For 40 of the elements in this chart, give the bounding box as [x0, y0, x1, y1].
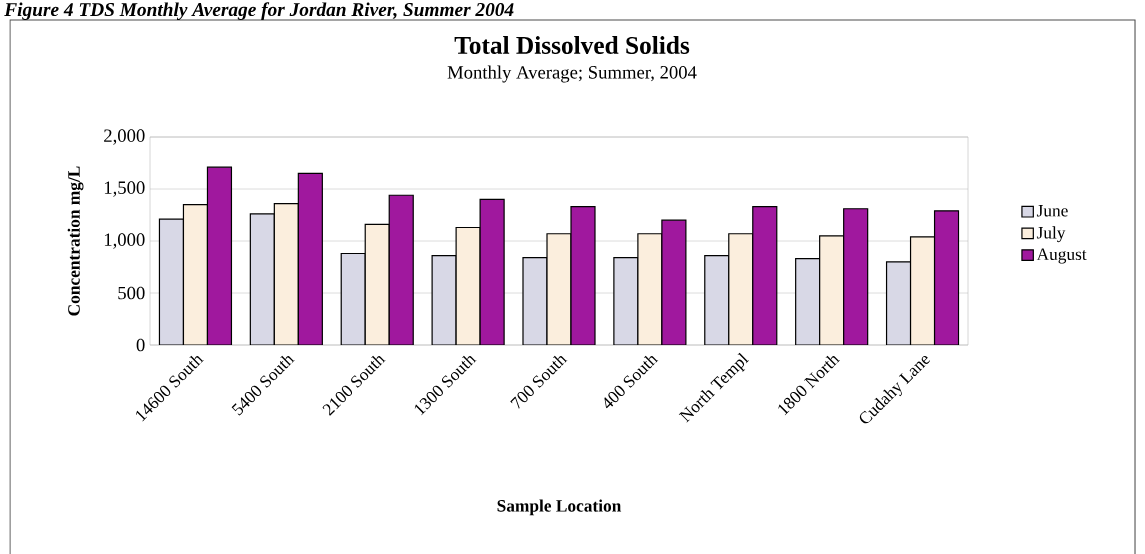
bar	[752, 206, 777, 346]
y-tick-label: 0	[136, 338, 145, 352]
bar	[704, 255, 729, 346]
caption: Figure 4 TDS Monthly Average for Jordan River, Summer 2004	[4, 2, 514, 21]
legend-label: June	[1036, 205, 1068, 217]
bar	[613, 257, 638, 346]
bar	[523, 257, 547, 346]
bar	[637, 233, 662, 346]
chart-title: Total Dissolved Solids	[454, 36, 690, 54]
chart-subtitle: Monthly Average; Summer, 2004	[447, 65, 697, 83]
bar	[909, 236, 936, 346]
bar	[819, 235, 844, 346]
bar	[728, 233, 753, 346]
bar	[365, 224, 390, 346]
legend-label: July	[1036, 226, 1066, 243]
bar	[274, 203, 299, 346]
bar	[795, 258, 820, 346]
bar	[571, 206, 595, 346]
y-tick-label: 1,000	[104, 233, 145, 249]
bar	[341, 253, 366, 346]
y-tick-label: 1,500	[104, 181, 145, 197]
bar	[183, 204, 208, 346]
bar	[547, 233, 571, 346]
bar	[885, 261, 912, 346]
bar	[456, 227, 481, 346]
bar	[933, 210, 960, 346]
y-tick-label: 2,000	[104, 129, 145, 145]
legend-label: August	[1036, 248, 1087, 264]
bar	[250, 213, 275, 346]
y-tick-label: 500	[118, 286, 145, 300]
x-axis-title: Sample Location	[497, 499, 622, 516]
bar	[661, 220, 686, 346]
y-axis-title: Concentration mg/L	[67, 166, 84, 316]
bar	[298, 173, 323, 346]
bar	[843, 208, 868, 346]
bar	[432, 255, 457, 346]
bar	[207, 167, 232, 346]
bar	[389, 195, 414, 346]
bar	[159, 219, 184, 346]
bar	[480, 199, 505, 346]
